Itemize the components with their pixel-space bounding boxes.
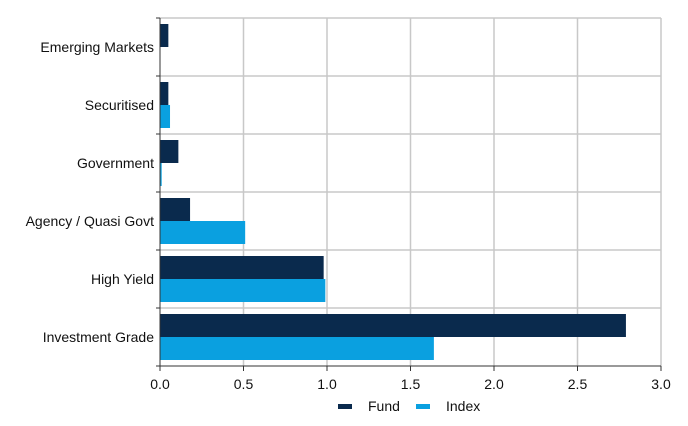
x-tick-label: 1.0	[317, 376, 337, 392]
gridlines	[160, 17, 662, 366]
category-label: High Yield	[91, 271, 154, 287]
x-tick-label: 2.0	[484, 376, 504, 392]
category-labels: Emerging Markets Securitised Government Age…	[26, 39, 155, 345]
bar-index	[160, 279, 326, 302]
category-label: Securitised	[85, 97, 154, 113]
bar-index	[160, 105, 171, 128]
category-label: Investment Grade	[43, 329, 154, 345]
bar-index	[160, 221, 246, 244]
x-tick-labels: 0.0 0.5 1.0 1.5 2.0 2.5 3.0	[150, 376, 671, 392]
axes	[156, 17, 662, 371]
bar-fund	[160, 198, 191, 221]
legend: Fund Index	[338, 398, 480, 414]
category-label: Government	[77, 155, 154, 171]
x-tick-label: 0.0	[150, 376, 170, 392]
bar-fund	[160, 140, 179, 163]
x-tick-label: 1.5	[401, 376, 421, 392]
bar-fund	[160, 82, 169, 105]
bar-index	[160, 163, 162, 186]
legend-swatch-index	[416, 404, 430, 409]
legend-label-index: Index	[446, 398, 480, 414]
x-tick-label: 2.5	[568, 376, 588, 392]
bars	[160, 24, 626, 360]
category-label: Emerging Markets	[40, 39, 154, 55]
legend-label-fund: Fund	[368, 398, 400, 414]
bar-fund	[160, 314, 626, 337]
category-label: Agency / Quasi Govt	[26, 213, 155, 229]
x-tick-label: 3.0	[651, 376, 671, 392]
x-tick-label: 0.5	[234, 376, 254, 392]
bar-index	[160, 337, 434, 360]
bar-fund	[160, 256, 324, 279]
legend-swatch-fund	[338, 404, 352, 409]
bar-fund	[160, 24, 169, 47]
